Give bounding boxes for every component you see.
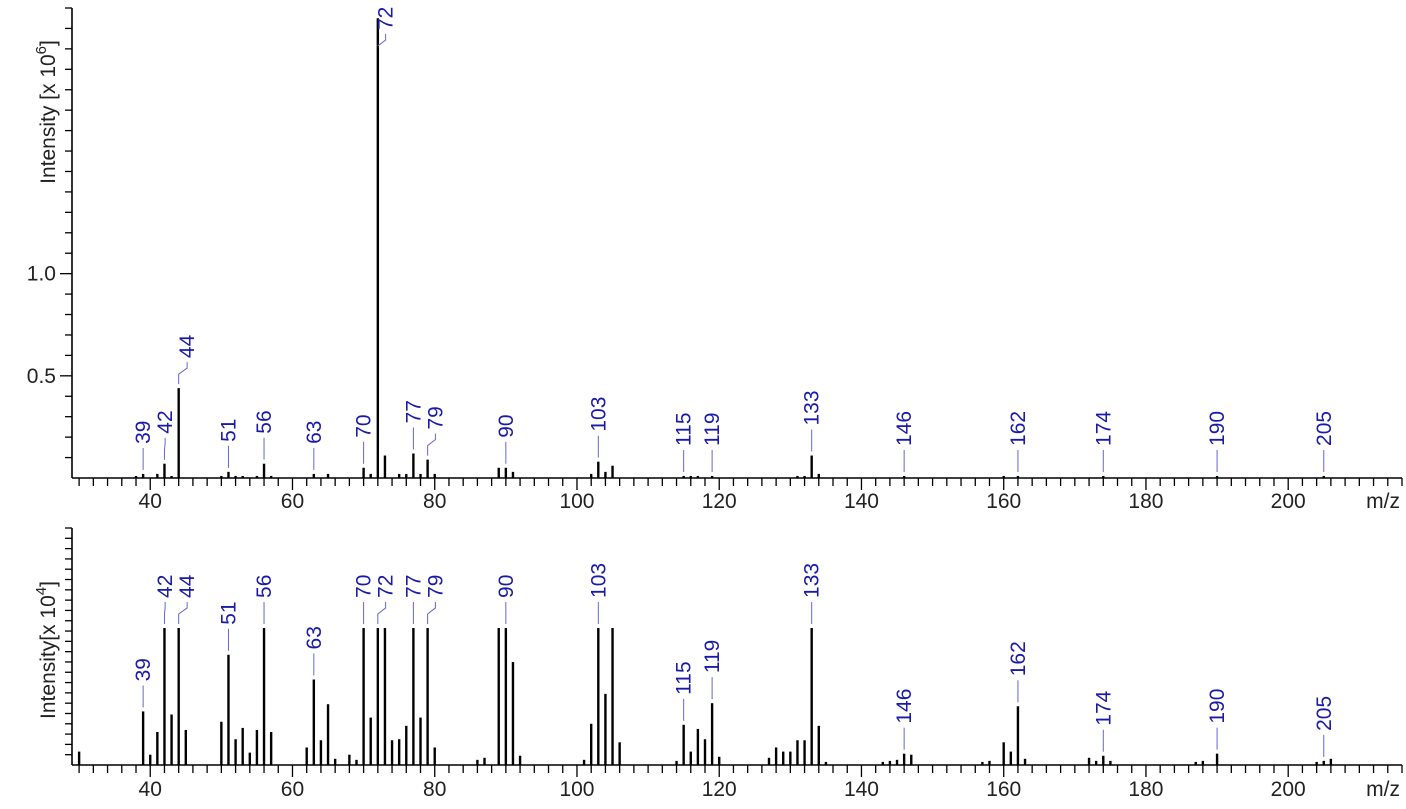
peak-label: 115 [673,661,696,694]
x-tick-label: 60 [281,778,304,801]
peak-label: 70 [353,575,376,598]
peak-label: 90 [495,575,518,598]
x-tick-label: 200 [1271,490,1306,513]
x-tick-label: 160 [986,490,1021,513]
peak-label-leader [163,437,166,460]
peak-label: 119 [701,640,724,673]
peak-label-leader [178,362,188,385]
peak-label: 79 [424,575,447,598]
x-tick-label: 120 [702,778,737,801]
peak-label: 115 [673,412,696,445]
peak-label: 63 [303,626,326,649]
peak-label: 146 [893,689,916,724]
peak-label: 162 [1007,411,1030,446]
x-tick-label: 200 [1271,778,1306,801]
x-tick-label: 120 [702,490,737,513]
spectrum-panel-top: 40 60 80 100 120 140 160 180 200 m/z 0.5 1.0 Intensi… [27,7,1403,513]
x-tick-label: 100 [559,778,594,801]
peak-label: 190 [1206,689,1229,724]
peak-label: 42 [154,575,177,598]
peak-label: 146 [893,411,916,446]
peak-label: 70 [353,414,376,437]
peak-label: 42 [154,410,177,433]
peak-label: 174 [1092,411,1115,446]
peak-label-leader [427,433,436,456]
peak-label: 77 [402,575,425,598]
peak-label: 103 [587,397,610,432]
peak-label: 56 [253,410,276,433]
peak-label: 77 [402,400,425,423]
peak-label: 162 [1007,641,1030,676]
peak-label-leader [377,34,387,47]
x-tick-label: 40 [139,778,162,801]
y-tick-label: 0.5 [27,365,56,388]
peak-label: 39 [132,421,155,444]
peak-label: 90 [495,414,518,437]
peak-label: 51 [217,419,240,442]
y-axis-label: Intensity[x 104] [33,581,60,719]
peak-label: 51 [217,601,240,624]
peak-label: 133 [801,563,824,598]
x-tick-label: 40 [139,490,162,513]
x-axis-label: m/z [1366,490,1400,513]
peak-label: 56 [253,575,276,598]
x-tick-label: 140 [844,778,879,801]
peak-label: 205 [1313,411,1336,446]
peak-label: 39 [132,658,155,681]
x-tick-label: 160 [986,778,1021,801]
peak-label-leader [163,601,166,624]
peak-label: 44 [176,334,199,358]
peak-label-leader [427,601,436,624]
peak-label: 79 [424,406,447,429]
y-tick-label: 1.0 [27,263,56,286]
x-tick-label: 180 [1128,490,1163,513]
x-tick-label: 140 [844,490,879,513]
x-tick-label: 80 [423,490,446,513]
x-tick-label: 60 [281,490,304,513]
peak-label: 205 [1313,696,1336,731]
spectrum-panel-bottom: 40 60 80 100 120 140 160 180 200 m/z Intensity[x 1… [33,527,1403,801]
peak-label: 174 [1092,690,1115,725]
y-axis-label: Intensity [x 106] [33,40,60,184]
x-tick-label: 100 [559,490,594,513]
x-tick-label: 80 [423,778,446,801]
x-axis-label: m/z [1366,778,1400,801]
peak-label: 72 [375,7,398,30]
peak-label: 190 [1206,411,1229,446]
x-tick-label: 180 [1128,778,1163,801]
peak-label-leader [178,601,188,624]
peak-label: 119 [701,412,724,445]
peak-label: 133 [801,390,824,425]
peak-label: 72 [375,575,398,598]
peak-label: 103 [587,563,610,598]
peak-label-leader [377,601,387,624]
peak-label: 44 [176,574,199,598]
peak-label: 63 [303,421,326,444]
